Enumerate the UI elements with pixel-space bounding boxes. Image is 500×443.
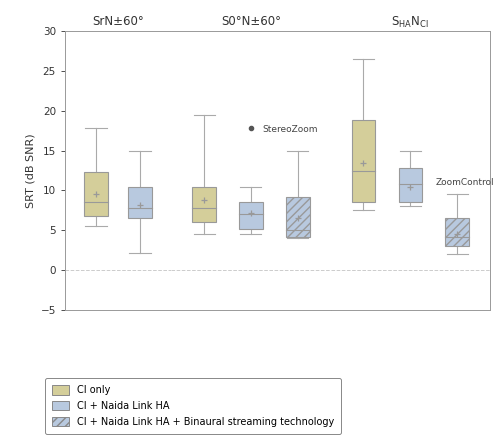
Bar (192, 187, 216, 222)
Text: ZoomControl: ZoomControl (436, 178, 494, 187)
Bar (239, 202, 262, 229)
Legend: CI only, CI + Naida Link HA, CI + Naida Link HA + Binaural streaming technology: CI only, CI + Naida Link HA, CI + Naida … (45, 378, 341, 434)
Bar (446, 218, 469, 246)
Title: S$_{\mathregular{HA}}$N$_{\mathregular{CI}}$: S$_{\mathregular{HA}}$N$_{\mathregular{C… (392, 15, 430, 30)
Y-axis label: SRT (dB SNR): SRT (dB SNR) (25, 133, 35, 208)
Title: SrN±60°: SrN±60° (92, 16, 144, 28)
Bar (128, 187, 152, 218)
Bar (352, 120, 375, 202)
Title: S0°N±60°: S0°N±60° (221, 16, 281, 28)
Bar (84, 172, 108, 216)
Text: StereoZoom: StereoZoom (262, 125, 318, 134)
Bar (398, 168, 422, 202)
Bar (286, 197, 310, 237)
